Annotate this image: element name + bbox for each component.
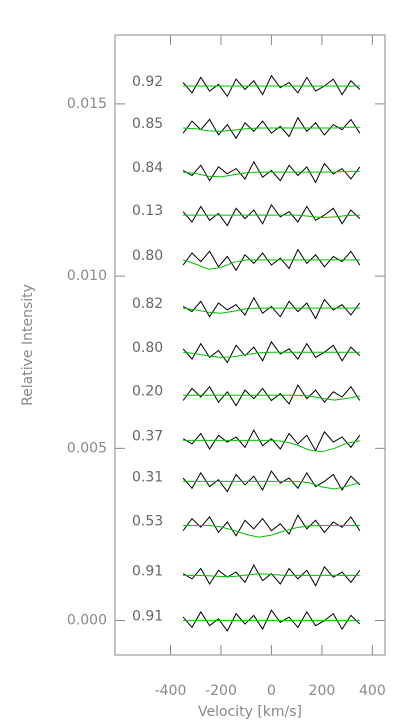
y-tick-label: 0.015	[67, 96, 107, 112]
spectrum-label: 0.13	[132, 203, 163, 219]
model-line	[183, 214, 360, 219]
spectrum-label: 0.37	[132, 428, 163, 444]
x-axis-label: Velocity [km/s]	[198, 704, 302, 720]
model-line	[183, 307, 360, 314]
y-tick-label: 0.005	[67, 440, 107, 456]
spectrum-label: 0.53	[132, 513, 163, 529]
model-line	[183, 126, 360, 132]
spectrum-label: 0.84	[132, 160, 163, 176]
model-line	[182, 259, 360, 270]
spectrum-label: 0.91	[132, 609, 163, 625]
y-tick-label: 0.010	[67, 268, 107, 284]
model-line	[183, 170, 360, 178]
x-tick-label: 200	[309, 683, 336, 699]
plot-frame	[114, 34, 386, 656]
x-tick-label: 0	[267, 683, 276, 699]
x-tick-label: -400	[155, 683, 187, 699]
spectrum-label: 0.80	[132, 340, 163, 356]
spectrum-line	[182, 609, 361, 632]
spectrum-label: 0.80	[132, 248, 163, 264]
x-tick-label: 400	[359, 683, 386, 699]
model-line	[183, 394, 360, 401]
model-line	[183, 480, 360, 490]
spectrum-line	[182, 564, 361, 587]
model-line	[183, 439, 360, 453]
model-line	[183, 525, 360, 538]
spectrum-line	[182, 470, 361, 493]
spectrum-label: 0.92	[132, 74, 163, 90]
spectrum-label: 0.82	[132, 296, 163, 312]
spectrum-line	[182, 74, 361, 98]
spectrum-label: 0.85	[132, 116, 163, 132]
spectrum-line	[182, 203, 361, 227]
spectrum-line	[182, 383, 361, 407]
spectrum-label: 0.91	[132, 563, 163, 579]
y-axis-label: Relative Intensity	[20, 284, 36, 406]
spectrum-line	[182, 429, 361, 452]
model-line	[183, 351, 360, 358]
spectrum-label: 0.20	[132, 383, 163, 399]
y-tick-label: 0.000	[67, 613, 107, 629]
spectrum-label: 0.31	[132, 469, 163, 485]
spectrum-line	[182, 340, 361, 364]
x-tick-label: -200	[205, 683, 237, 699]
model-line	[183, 573, 360, 577]
